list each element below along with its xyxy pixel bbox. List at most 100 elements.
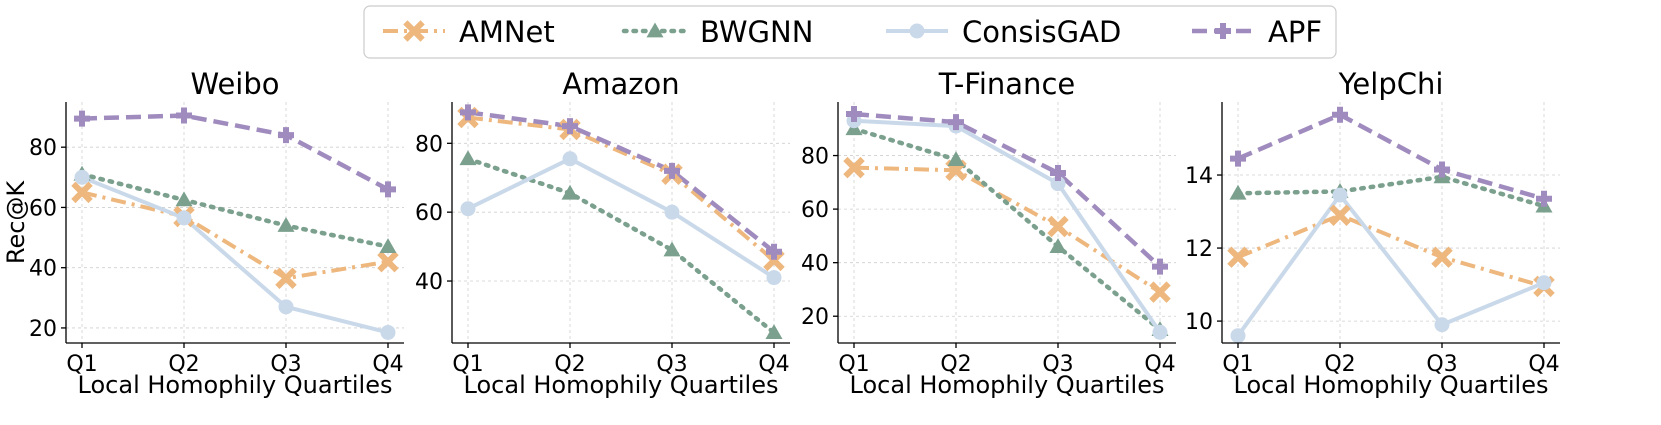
data-point-apf-q1 [1230,150,1246,167]
series-line-bwgnn [465,156,777,335]
series-line-apf [853,111,1162,269]
data-point-consisgad-q2 [1332,187,1348,203]
x-tick-label: Q4 [1144,352,1175,377]
data-point-consisgad-q3 [1050,176,1066,192]
data-point-apf-q1 [460,104,476,121]
y-tick-label: 20 [801,305,829,330]
x-tick-label: Q1 [1222,352,1253,377]
series-line-amnet [81,190,389,281]
series-line-consisgad [467,156,776,280]
data-point-bwgnn-q3 [1049,238,1067,253]
data-point-bwgnn-q4 [765,324,783,340]
data-point-apf-q1 [846,106,862,123]
legend-entry-amnet: AMNet [383,15,555,49]
x-tick-label: Q3 [1042,352,1073,377]
data-point-consisgad-q4 [1152,324,1168,340]
series-line-amnet [1237,213,1545,289]
x-tick-label: Q3 [1426,352,1457,377]
y-tick-label: 20 [29,317,57,342]
x-tick-label: Q4 [372,352,403,377]
data-point-bwgnn-q2 [175,191,193,207]
data-point-apf-q2 [562,118,578,135]
y-tick-label: 14 [1185,164,1213,189]
data-point-consisgad-q1 [74,169,90,185]
x-tick-label: Q2 [168,352,199,377]
legend-label-amnet: AMNet [459,15,555,49]
plot-area: Q1 Q2 Q3 Q4 40 60 80 [415,102,790,377]
y-tick-label: 40 [415,270,443,295]
y-tick-label: 40 [801,252,829,277]
panel-amazon: Amazon Local Homophily Quartiles Q1 Q2 Q3 Q… [415,67,790,399]
series-line-consisgad [1236,193,1545,337]
series-line-apf [467,110,776,254]
y-tick-label: 60 [29,196,57,221]
y-tick-label: 60 [801,198,829,223]
series-line-amnet [467,115,776,262]
series-line-apf [1237,112,1545,201]
x-tick-label: Q1 [452,352,483,377]
data-point-apf-q3 [278,127,294,144]
legend-entry-bwgnn: BWGNN [621,15,813,49]
y-tick-label: 80 [415,132,443,157]
plot-area: Q1 Q2 Q3 Q4 10 12 14 [1185,102,1560,377]
series-line-amnet [853,165,1162,294]
panel-yelpchi: YelpChi Local Homophily Quartiles Q1 Q2 Q3… [1185,67,1560,399]
data-point-apf-q4 [1536,190,1552,207]
data-point-consisgad-q4 [1536,275,1552,291]
y-tick-label: 40 [29,257,57,282]
series-line-bwgnn [1235,174,1547,209]
x-tick-label: Q1 [838,352,869,377]
x-axis-label: Local Homophily Quartiles [850,371,1165,399]
x-tick-label: Q3 [270,352,301,377]
data-point-bwgnn-q3 [663,241,681,257]
data-point-amnet-q1 [1227,246,1249,268]
data-point-consisgad-q4 [380,324,396,340]
legend: AMNet BWGNN ConsisGAD APF [363,5,1337,59]
y-tick-label: 12 [1185,237,1213,262]
data-point-apf-q2 [176,107,192,124]
data-point-consisgad-q2 [562,151,578,167]
data-point-apf-q4 [766,243,782,260]
legend-marker-consisgad [909,23,925,39]
data-point-bwgnn-q4 [379,238,397,253]
legend-marker-bwgnn [646,22,664,38]
panel-weibo: Weibo Local Homophily Quartiles Rec@K Q1… [2,67,404,399]
y-tick-label: 10 [1185,310,1213,335]
panel-title: T-Finance [938,67,1075,101]
panel-t-finance: T-Finance Local Homophily Quartiles Q1 Q2… [801,67,1176,399]
data-point-consisgad-q3 [664,204,680,220]
plot-area: Q1 Q2 Q3 Q4 20 40 60 80 [29,102,404,377]
data-point-apf-q3 [664,162,680,179]
legend-frame [363,5,1337,59]
data-point-amnet-q2 [1329,204,1351,226]
data-point-apf-q3 [1434,161,1450,178]
y-axis-label: Rec@K [2,180,30,265]
data-point-bwgnn-q1 [459,150,477,166]
data-point-consisgad-q3 [1434,317,1450,333]
plot-area: Q1 Q2 Q3 Q4 20 40 60 80 [801,102,1176,377]
data-point-amnet-q1 [843,156,865,179]
data-point-amnet-q4 [1149,281,1171,303]
data-point-amnet-q1 [71,181,93,204]
x-axis-label: Local Homophily Quartiles [464,371,779,399]
panel-title: Weibo [190,67,279,101]
data-point-bwgnn-q3 [277,217,295,232]
legend-entry-apf: APF [1192,15,1322,49]
data-point-consisgad-q4 [766,270,782,286]
x-axis-label: Local Homophily Quartiles [78,371,393,399]
data-point-consisgad-q2 [176,210,192,226]
data-point-bwgnn-q2 [947,151,965,166]
legend-label-consisgad: ConsisGAD [962,15,1121,49]
legend-marker-apf [1215,23,1231,39]
x-tick-label: Q1 [66,352,97,377]
data-point-amnet-q3 [1431,246,1453,268]
legend-entry-consisgad: ConsisGAD [886,15,1121,49]
data-point-amnet-q2 [945,159,967,182]
data-point-apf-q3 [1050,164,1066,181]
panel-title: YelpChi [1338,67,1444,101]
data-point-apf-q1 [74,110,90,127]
series-line-apf [81,113,390,192]
data-point-bwgnn-q2 [561,184,579,200]
data-point-apf-q2 [1332,106,1348,123]
